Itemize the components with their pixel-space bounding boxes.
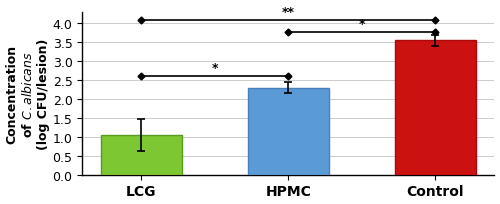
Text: *: * xyxy=(212,61,218,74)
Text: **: ** xyxy=(282,6,295,19)
Bar xyxy=(395,41,475,175)
Bar xyxy=(101,135,182,175)
Y-axis label: Concentration
of $\it{C. albicans}$
(log CFU/lesion): Concentration of $\it{C. albicans}$ (log… xyxy=(6,39,50,149)
Bar xyxy=(248,88,329,175)
Text: *: * xyxy=(358,18,365,31)
